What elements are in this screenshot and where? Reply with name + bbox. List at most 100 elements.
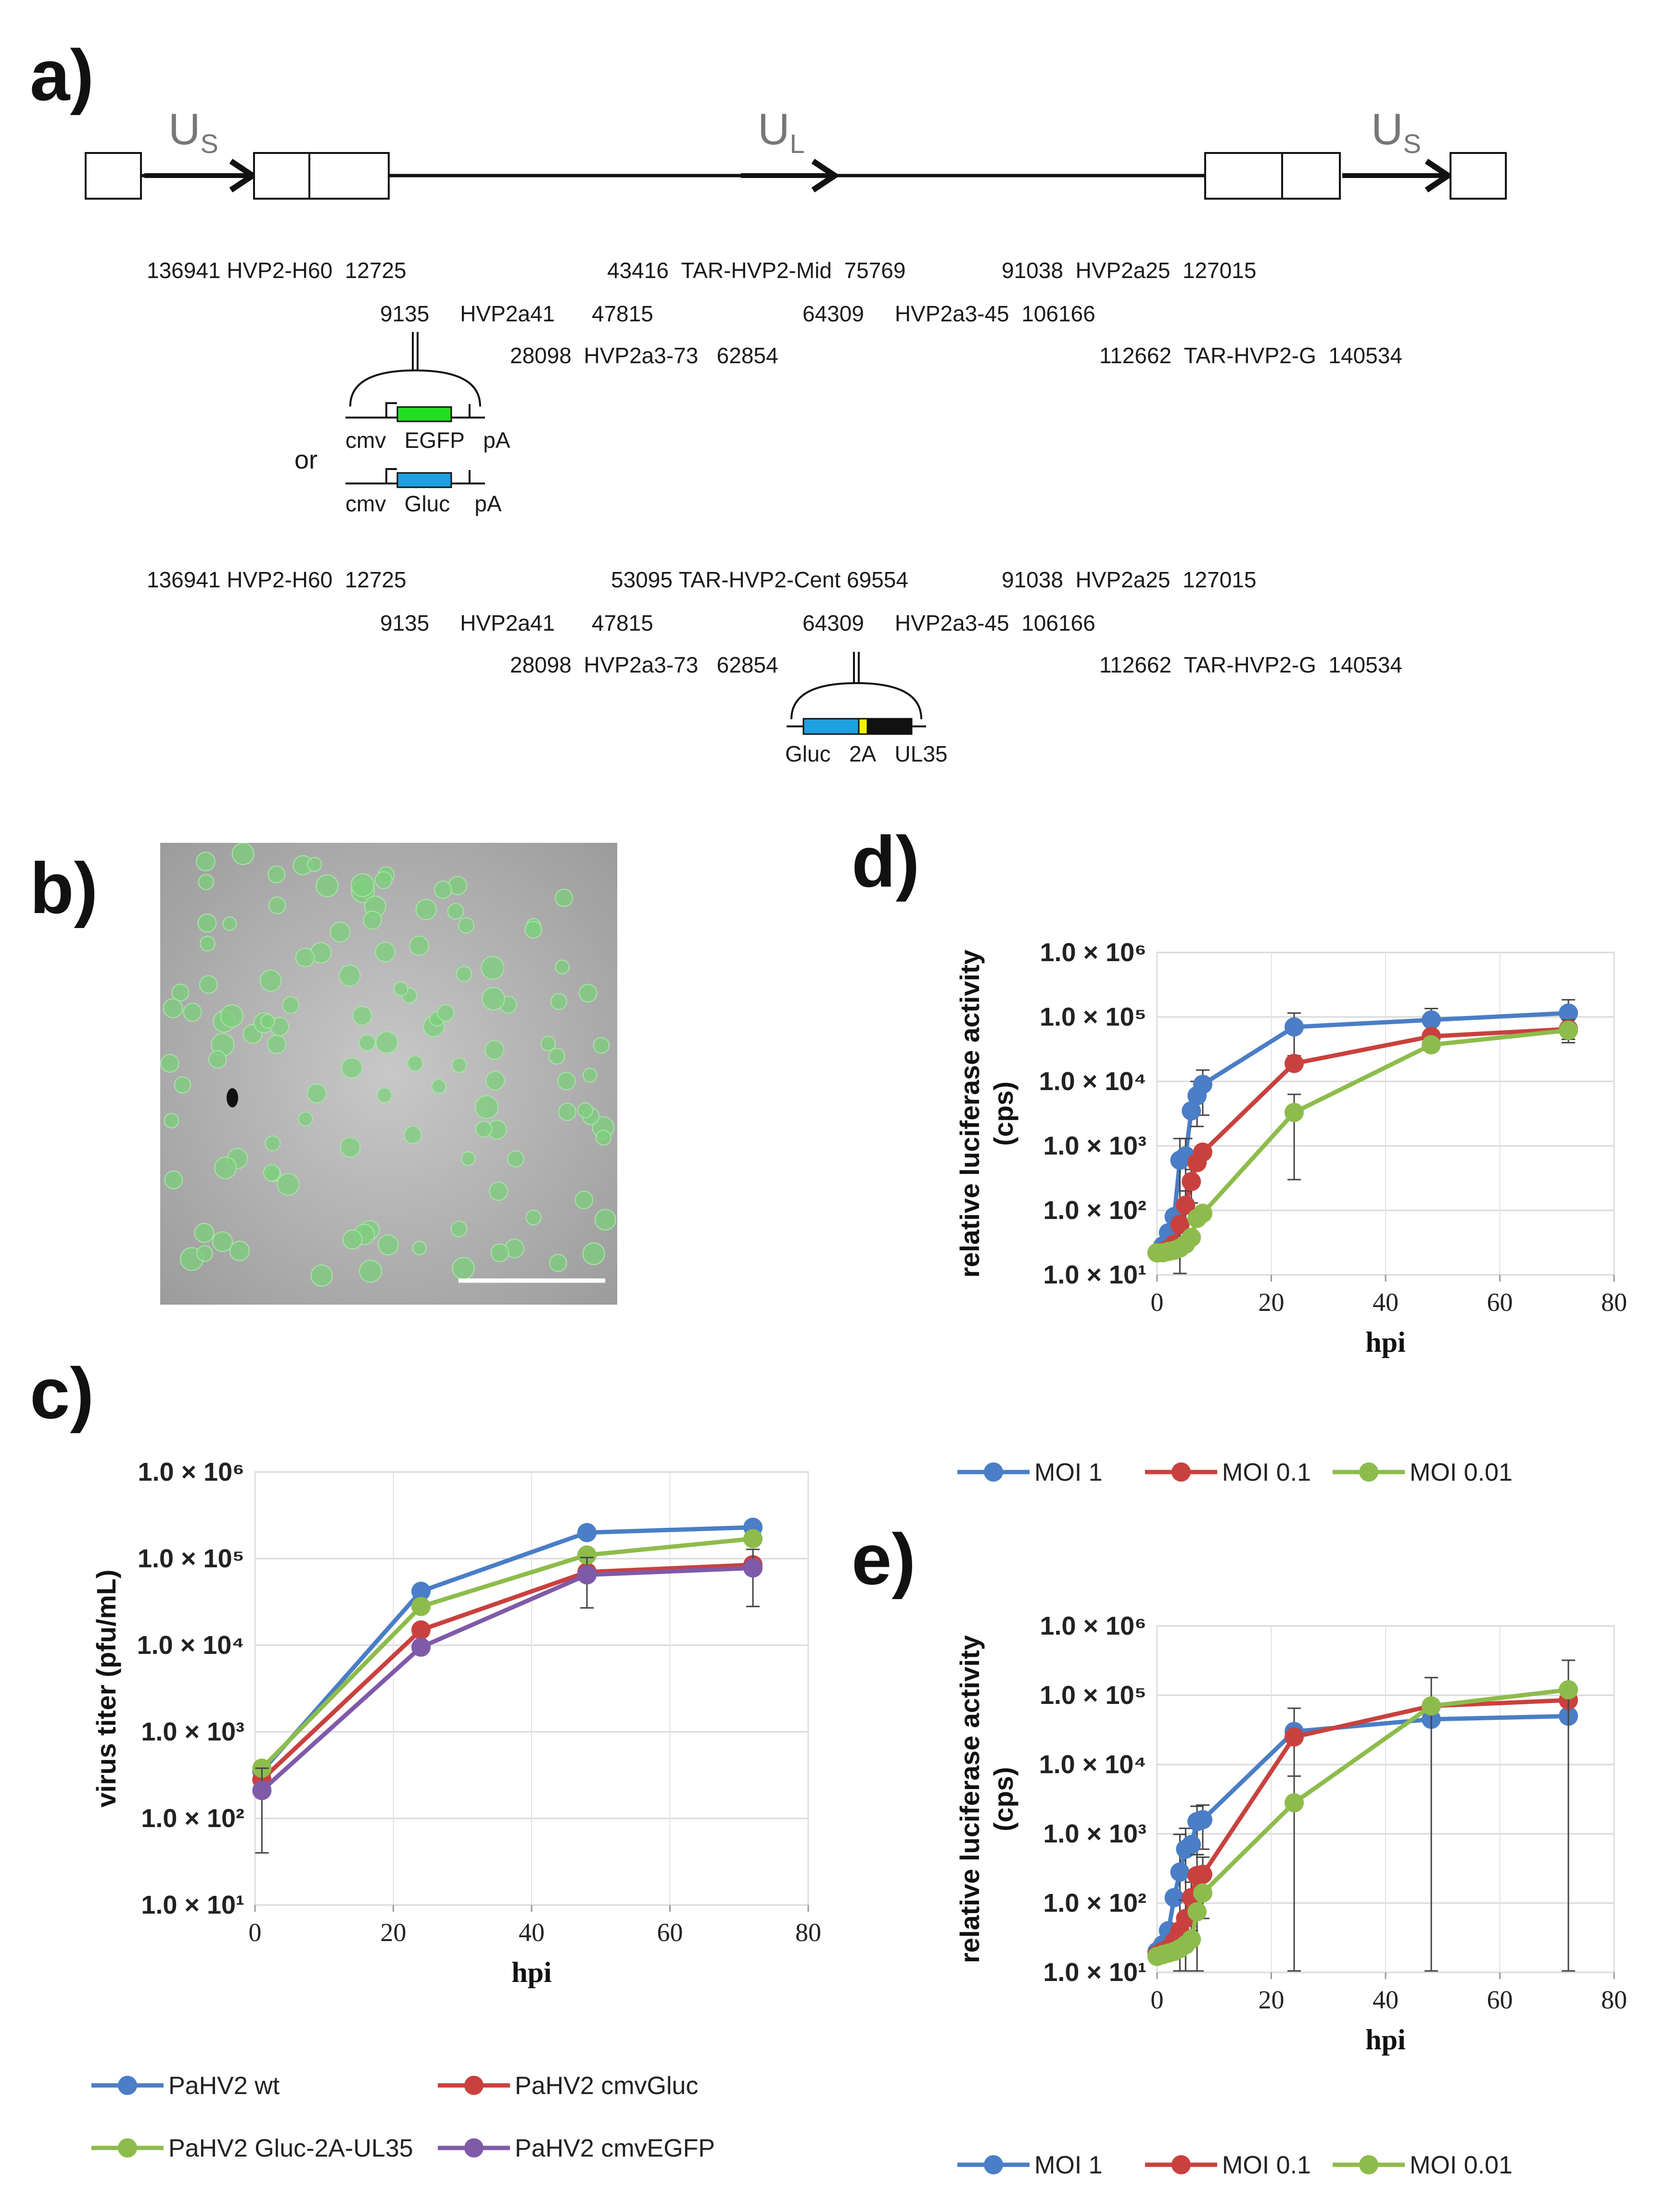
x-axis-label: hpi: [1365, 2024, 1405, 2056]
x-tick-label: 20: [1259, 1985, 1285, 2014]
fragment-hvp2-h60-1: 136941 HVP2-H60 12725: [147, 258, 407, 283]
cell: [341, 1057, 363, 1079]
legend-marker: [118, 2076, 137, 2095]
cell: [200, 936, 216, 952]
x-tick-label: 40: [1373, 1985, 1399, 2014]
cell: [229, 1241, 250, 1261]
y-axis-label: relative luciferase activity (cps): [955, 1635, 1018, 1963]
cell: [164, 1113, 179, 1129]
cell: [171, 983, 190, 1002]
y-tick-label: 1.0 × 10⁵: [1040, 1003, 1146, 1031]
legend-marker: [1171, 1462, 1191, 1482]
cell: [524, 921, 542, 939]
data-point: [1285, 1727, 1304, 1747]
cell: [548, 1048, 565, 1065]
cell: [456, 966, 472, 982]
legend-label: PaHV2 wt: [168, 2072, 280, 2100]
data-point: [1187, 1902, 1207, 1921]
cell: [295, 948, 315, 967]
cell: [582, 1067, 598, 1083]
fragment-hvp2a3-45-1: 64309 HVP2a3-45 106166: [802, 301, 1095, 326]
fragment-hvp2a25-2: 91038 HVP2a25 127015: [1002, 567, 1257, 592]
cell: [475, 1095, 499, 1119]
cell: [412, 1241, 427, 1256]
y-tick-label: 1.0 × 10⁴: [1039, 1750, 1146, 1779]
cell: [594, 1209, 616, 1231]
y-tick-label: 1.0 × 10³: [141, 1717, 244, 1746]
cell: [550, 993, 567, 1010]
cell: [212, 1231, 233, 1252]
data-point: [1193, 1810, 1212, 1829]
data-point: [1559, 1680, 1578, 1700]
cell: [198, 874, 215, 890]
legend-label: PaHV2 Gluc-2A-UL35: [168, 2134, 413, 2162]
cell: [342, 1230, 363, 1250]
cell: [557, 1072, 576, 1091]
cell: [363, 911, 382, 930]
cell: [196, 851, 216, 872]
cell: [475, 1120, 493, 1138]
cell-cluster: [160, 843, 616, 1287]
x-tick-label: 0: [1151, 1985, 1164, 2014]
y-tick-label: 1.0 × 10¹: [1043, 1260, 1146, 1289]
cell: [208, 1050, 227, 1069]
x-tick-label: 80: [1601, 1985, 1627, 2014]
x-tick-label: 40: [1373, 1288, 1399, 1317]
cell: [352, 1006, 372, 1026]
y-tick-label: 1.0 × 10²: [1043, 1196, 1146, 1225]
series-line: [260, 1565, 753, 1792]
data-point: [1182, 1228, 1201, 1247]
legend-marker: [1359, 1462, 1378, 1482]
cell: [267, 1034, 287, 1054]
panel-label-b: b): [30, 848, 98, 928]
x-tick-label: 0: [249, 1918, 262, 1947]
x-axis-label: hpi: [1365, 1326, 1405, 1358]
data-point: [411, 1581, 431, 1601]
panel-label-a: a): [30, 35, 94, 115]
x-tick-label: 40: [519, 1918, 545, 1947]
cell: [298, 1111, 313, 1127]
x-tick-label: 60: [1487, 1985, 1513, 2014]
panel-label-d: d): [852, 821, 920, 902]
fragment-hvp2-h60-2: 136941 HVP2-H60 12725: [147, 567, 407, 592]
cmv-promoter-arrow-2: [385, 468, 397, 483]
cell: [263, 1164, 280, 1181]
y-axis-label: virus titer (pfu/mL): [91, 1570, 121, 1808]
cell: [451, 1057, 467, 1073]
y-tick-label: 1.0 × 10²: [141, 1804, 244, 1833]
cell: [306, 1083, 327, 1104]
cell: [277, 1173, 300, 1196]
y-tick-label: 1.0 × 10⁵: [1040, 1681, 1146, 1710]
cell: [484, 1040, 505, 1060]
data-point: [1422, 1010, 1441, 1030]
data-point: [577, 1523, 597, 1542]
cell: [574, 1191, 593, 1209]
cell: [330, 921, 351, 943]
ul35-box: [866, 718, 913, 735]
fragment-hvp2a3-73-2: 28098 HVP2a3-73 62854: [510, 652, 778, 677]
y-tick-label: 1.0 × 10⁶: [1040, 938, 1146, 967]
legend-marker: [464, 2076, 484, 2095]
series-line: [1157, 1027, 1569, 1255]
gluc-2a-box: [802, 718, 860, 735]
data-point: [1193, 1075, 1212, 1094]
series-line: [1157, 1028, 1569, 1255]
cell: [196, 1245, 213, 1262]
cell: [316, 874, 339, 898]
y-tick-label: 1.0 × 10¹: [141, 1891, 244, 1919]
legend-label: PaHV2 cmvEGFP: [515, 2134, 715, 2162]
egfp-box: [396, 406, 452, 422]
cell: [481, 956, 505, 980]
cell: [433, 880, 452, 899]
y-tick-label: 1.0 × 10⁶: [1040, 1612, 1146, 1640]
data-point: [743, 1529, 763, 1549]
cassette-gluc-labels: cmv Gluc pA: [345, 491, 502, 516]
data-point: [1193, 1204, 1212, 1223]
cell: [220, 1004, 243, 1028]
series-line: [260, 1525, 753, 1773]
cell: [307, 857, 322, 872]
x-tick-label: 20: [381, 1918, 407, 1947]
cell: [340, 1137, 361, 1158]
cell: [582, 1242, 605, 1265]
data-point: [1422, 1035, 1441, 1054]
